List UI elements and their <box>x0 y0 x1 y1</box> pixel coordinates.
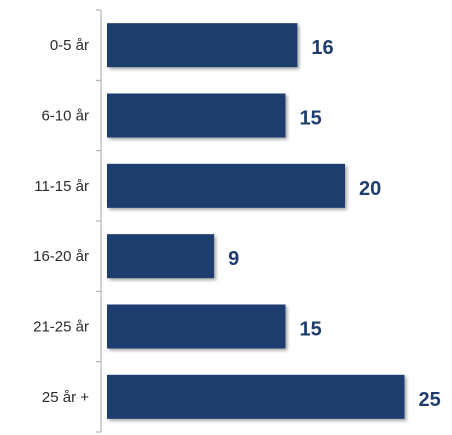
value-label: 15 <box>300 108 322 130</box>
bar <box>107 23 298 68</box>
value-label: 9 <box>228 248 239 270</box>
category-label: 6-10 år <box>41 108 89 125</box>
category-label: 21-25 år <box>33 319 89 336</box>
bar <box>107 304 286 349</box>
bar <box>107 234 215 279</box>
category-axis-ticks <box>96 9 101 433</box>
category-labels: 0-5 år 6-10 år 11-15 år 16-20 år 21-25 år 25 … <box>33 37 89 406</box>
bars <box>107 23 405 419</box>
value-label: 15 <box>300 319 322 341</box>
value-labels: 16 15 20 9 15 25 <box>228 37 441 411</box>
category-label: 11-15 år <box>34 178 89 195</box>
value-label: 25 <box>419 389 441 411</box>
category-label: 16-20 år <box>33 248 89 265</box>
bar <box>107 374 405 419</box>
category-label: 0-5 år <box>50 37 89 54</box>
value-label: 16 <box>311 37 333 59</box>
bar <box>107 93 286 138</box>
value-label: 20 <box>359 178 381 200</box>
category-label: 25 år + <box>42 389 89 406</box>
bar <box>107 163 345 208</box>
